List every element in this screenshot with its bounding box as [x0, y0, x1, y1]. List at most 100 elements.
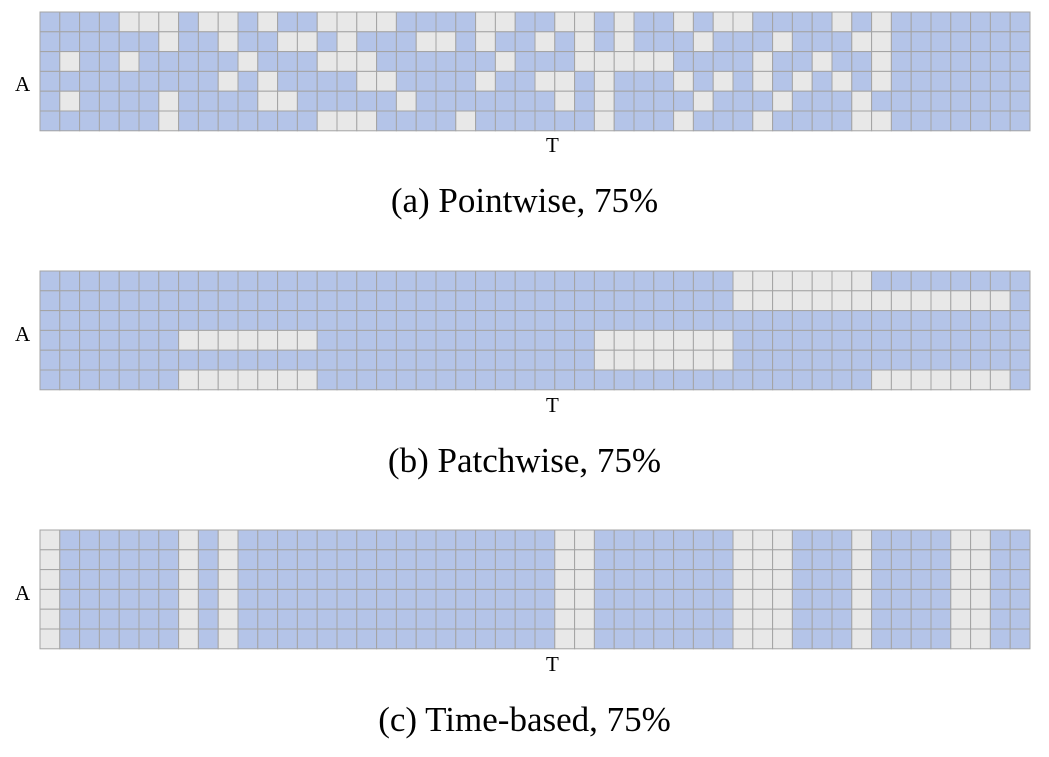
masked-cell [98, 529, 120, 551]
visible-cell [613, 31, 635, 53]
masked-cell [673, 529, 694, 551]
masked-cell [79, 608, 100, 630]
masked-cell [692, 569, 714, 590]
masked-cell [316, 70, 338, 92]
masked-cell [98, 310, 120, 331]
masked-cell [316, 270, 338, 292]
visible-cell [871, 290, 892, 312]
masked-cell [158, 369, 180, 391]
visible-cell [871, 70, 892, 92]
masked-cell [257, 608, 279, 630]
masked-cell [772, 310, 793, 331]
visible-cell [257, 70, 279, 92]
masked-cell [752, 369, 774, 391]
masked-cell [296, 310, 318, 331]
masked-cell [138, 549, 160, 571]
masked-cell [415, 369, 437, 391]
masked-cell [475, 329, 496, 351]
visible-cell [752, 569, 774, 590]
masked-cell [653, 529, 675, 551]
masked-cell [376, 549, 397, 571]
masked-cell [455, 70, 477, 92]
masked-cell [277, 290, 298, 312]
masked-cell [376, 290, 397, 312]
masked-cell [98, 51, 120, 72]
visible-cell [574, 51, 595, 72]
masked-cell [395, 31, 417, 53]
masked-cell [970, 110, 991, 132]
visible-cell [613, 51, 635, 72]
masked-cell [494, 310, 516, 331]
masked-cell [989, 70, 1011, 92]
masked-cell [1009, 588, 1031, 610]
visible-cell [633, 349, 655, 371]
visible-cell [39, 529, 61, 551]
visible-cell [118, 51, 140, 72]
visible-cell [356, 110, 378, 132]
masked-cell [494, 608, 516, 630]
masked-cell [395, 349, 417, 371]
masked-cell [158, 608, 180, 630]
masked-cell [59, 270, 81, 292]
masked-cell [138, 588, 160, 610]
masked-cell [197, 270, 219, 292]
masked-cell [316, 608, 338, 630]
row-axis-label: A [15, 322, 31, 346]
masked-cell [534, 349, 556, 371]
masked-cell [1009, 569, 1031, 590]
visible-cell [851, 529, 873, 551]
masked-cell [970, 90, 991, 112]
masked-cell [890, 608, 912, 630]
masked-cell [633, 628, 655, 650]
visible-cell [811, 290, 833, 312]
masked-cell [910, 11, 932, 33]
masked-cell [415, 529, 437, 551]
masked-cell [554, 369, 576, 391]
masked-cell [613, 529, 635, 551]
masked-cell [395, 270, 417, 292]
visible-cell [376, 70, 397, 92]
masked-cell [791, 310, 813, 331]
masked-cell [435, 51, 457, 72]
masked-cell [831, 588, 853, 610]
visible-cell [197, 329, 219, 351]
visible-cell [772, 628, 793, 650]
visible-cell [277, 329, 298, 351]
masked-cell [237, 90, 259, 112]
masked-cell [1009, 329, 1031, 351]
masked-cell [415, 310, 437, 331]
visible-cell [910, 290, 932, 312]
masked-cell [435, 588, 457, 610]
masked-cell [296, 90, 318, 112]
visible-cell [158, 90, 180, 112]
masked-cell [851, 349, 873, 371]
visible-cell [633, 51, 655, 72]
masked-cell [772, 369, 793, 391]
masked-cell [514, 110, 536, 132]
masked-cell [653, 608, 675, 630]
masked-cell [98, 569, 120, 590]
visible-cell [277, 90, 298, 112]
masked-cell [296, 549, 318, 571]
masked-cell [791, 90, 813, 112]
masked-cell [633, 369, 655, 391]
masked-cell [237, 70, 259, 92]
visible-cell [237, 51, 259, 72]
masked-cell [118, 110, 140, 132]
masked-cell [316, 549, 338, 571]
visible-cell [752, 270, 774, 292]
visible-cell [59, 90, 81, 112]
masked-cell [712, 569, 734, 590]
masked-cell [712, 588, 734, 610]
masked-cell [732, 369, 754, 391]
masked-cell [871, 310, 892, 331]
masked-cell [376, 31, 397, 53]
masked-cell [395, 290, 417, 312]
visible-cell [871, 369, 892, 391]
visible-cell [613, 349, 635, 371]
masked-cell [197, 529, 219, 551]
masked-cell [989, 349, 1011, 371]
masked-cell [930, 11, 952, 33]
masked-cell [653, 90, 675, 112]
masked-cell [376, 90, 397, 112]
